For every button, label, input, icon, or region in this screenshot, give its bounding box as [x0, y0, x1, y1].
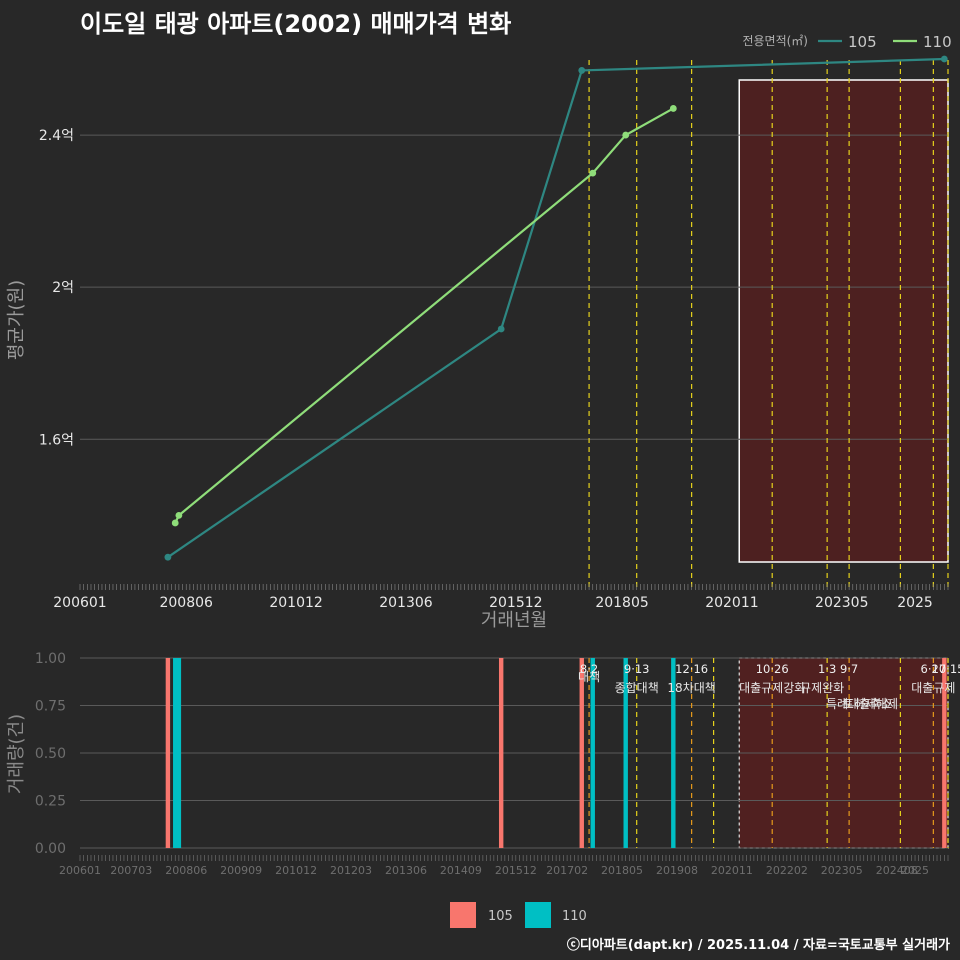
volume-bar-110 [173, 658, 178, 848]
policy-date-label: 8·2 [580, 662, 598, 676]
volume-bar-110 [623, 658, 628, 848]
footer-credit: ⓒ디아파트(dapt.kr) / 2025.11.04 / 자료=국토교통부 실… [566, 938, 950, 953]
bottom-legend-label-105: 105 [488, 909, 513, 924]
x-tick-label: 2025 [897, 595, 933, 611]
data-point-110 [622, 131, 630, 139]
bottom-x-tick-label: 201702 [546, 864, 588, 877]
legend-label-105: 105 [848, 33, 877, 51]
volume-bar-110 [176, 658, 182, 848]
policy-label: 종합대책 [615, 680, 659, 695]
volume-bar-110 [590, 658, 595, 848]
policy-date-label: 10·26 [756, 662, 789, 676]
data-point-105 [578, 67, 586, 74]
bottom-y-tick-label: 1.00 [35, 651, 66, 667]
highlight-box [738, 79, 949, 563]
policy-date-label: 10·15 [932, 662, 960, 676]
policy-date-label: 6·27 [921, 662, 947, 676]
data-point-110 [175, 511, 183, 519]
bottom-x-tick-label: 200909 [220, 864, 262, 877]
x-tick-label: 202011 [705, 595, 758, 611]
bottom-x-tick-label: 200703 [110, 864, 152, 877]
x-tick-label: 201306 [379, 595, 433, 611]
policy-label: 18차대책 [667, 680, 715, 695]
series-line-105 [167, 57, 945, 559]
policy-label: 규제완화 [800, 681, 844, 695]
volume-bar-105 [579, 658, 584, 848]
y-tick-label: 2.4억 [39, 128, 74, 144]
y-tick-label: 1.6억 [39, 432, 74, 448]
bottom-y-tick-label: 0.00 [35, 841, 66, 857]
volume-bar-110 [671, 658, 676, 848]
policy-date-label: 12·16 [675, 662, 708, 676]
policy-label: 특례대출축소 [826, 697, 892, 711]
x-tick-label: 200601 [53, 595, 106, 611]
bottom-legend-label-110: 110 [562, 909, 587, 924]
policy-label: 대출규제강화 [739, 681, 805, 695]
bottom-x-tick-label: 202202 [766, 864, 808, 877]
x-tick-label: 201012 [269, 595, 322, 611]
data-point-110 [589, 169, 597, 177]
policy-label: 토허제해제 [843, 697, 898, 711]
bottom-y-axis-title: 거래량(건) [6, 714, 27, 794]
bottom-x-tick-label: 200601 [59, 864, 101, 877]
bottom-x-tick-label: 2025 [901, 864, 929, 877]
policy-date-label: 9·7 [840, 662, 858, 676]
bottom-x-tick-label: 201203 [330, 864, 372, 877]
policy-label: 대책 [578, 669, 600, 684]
bottom-x-tick-label: 202408 [876, 864, 918, 877]
x-tick-label: 200806 [159, 595, 213, 611]
policy-label: 대출규제 [911, 681, 955, 695]
bottom-x-tick-label: 201306 [385, 864, 427, 877]
bottom-legend-swatch-105 [450, 902, 476, 928]
legend-label-110: 110 [923, 33, 952, 51]
y-tick-label: 2억 [52, 280, 74, 296]
bottom-y-tick-label: 0.75 [35, 699, 66, 715]
volume-bar-105 [498, 658, 504, 848]
bottom-x-tick-label: 201012 [275, 864, 317, 877]
bottom-x-tick-label: 201512 [495, 864, 537, 877]
data-point-110 [171, 519, 179, 527]
y-axis-title: 평균가(원) [6, 280, 27, 360]
x-tick-label: 201805 [595, 595, 648, 611]
bottom-x-tick-label: 200806 [165, 864, 207, 877]
volume-bar-105 [942, 658, 947, 848]
bottom-x-tick-label: 201805 [601, 864, 643, 877]
policy-date-label: 1·3 [818, 662, 836, 676]
data-point-105 [164, 553, 172, 561]
bottom-x-tick-label: 201409 [440, 864, 482, 877]
volume-bar-105 [165, 658, 171, 848]
bottom-x-tick-label: 202305 [821, 864, 863, 877]
policy-date-label: 9·13 [624, 662, 650, 676]
bottom-y-tick-label: 0.50 [35, 746, 66, 762]
bottom-x-tick-label: 202011 [711, 864, 753, 877]
series-line-110 [174, 107, 674, 524]
chart-title: 이도일 태광 아파트(2002) 매매가격 변화 [80, 10, 512, 38]
data-point-105 [940, 55, 948, 63]
bottom-y-tick-label: 0.25 [35, 794, 66, 810]
x-tick-label: 202305 [815, 595, 868, 611]
x-axis-title: 거래년월 [481, 610, 547, 631]
bottom-legend-swatch-110 [525, 902, 551, 928]
data-point-110 [669, 105, 677, 112]
bottom-x-tick-label: 201908 [656, 864, 698, 877]
x-tick-label: 201512 [489, 595, 542, 611]
legend-title: 전용면적(㎡) [742, 34, 808, 48]
data-point-105 [497, 325, 505, 333]
